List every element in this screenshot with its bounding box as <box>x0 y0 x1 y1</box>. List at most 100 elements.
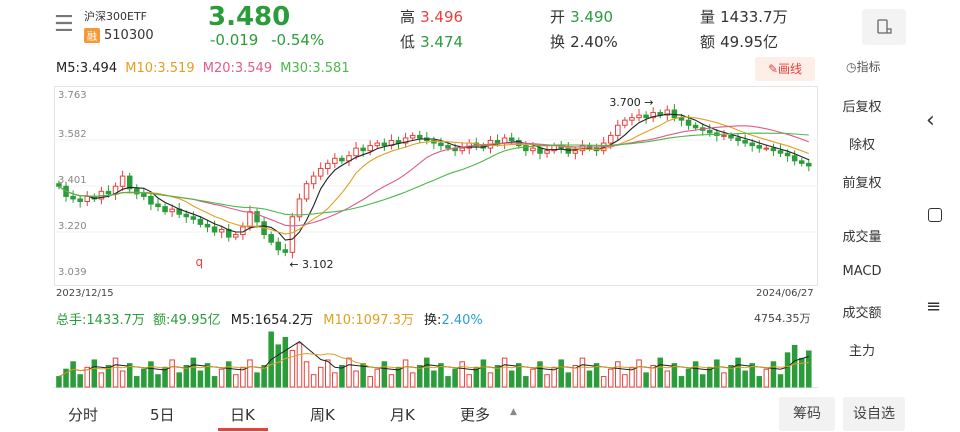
candle-body <box>374 142 381 147</box>
candle-body <box>310 175 317 185</box>
volume-bar <box>636 359 642 388</box>
candle-body <box>763 147 770 150</box>
volume-label: 量 <box>700 8 716 26</box>
volume-bar <box>629 366 635 388</box>
current-price: 3.480 <box>208 2 291 32</box>
side-item-turnover-amount[interactable]: 成交额 <box>842 306 882 321</box>
volume-bar <box>77 374 83 388</box>
candle-body <box>508 137 515 142</box>
kline-chart[interactable]: 3.763 3.582 3.401 3.220 3.039 3.700 → ← 3.102 q <box>54 86 818 286</box>
volume-bar <box>431 370 437 388</box>
candle-body <box>282 249 289 253</box>
candle-body <box>445 145 451 149</box>
candle-body <box>622 119 628 126</box>
candle-body <box>141 193 147 197</box>
volume-total: 总手:1433.7万 <box>56 313 145 328</box>
chips-button[interactable]: 筹码 <box>779 397 835 431</box>
volume-value: 1433.7万 <box>720 8 788 26</box>
candle-body <box>671 109 678 119</box>
chevron-left-icon[interactable]: ‹ <box>926 108 935 133</box>
candle-body <box>650 112 656 119</box>
volume-bar <box>714 359 720 388</box>
volume-bar <box>480 359 487 388</box>
tab-more[interactable]: 更多 <box>460 406 491 424</box>
caret-up-icon[interactable]: ▲ <box>510 407 517 417</box>
volume-bar <box>494 364 501 388</box>
volume-bar <box>240 366 246 388</box>
volume-bar <box>218 368 225 388</box>
menu-lines-icon[interactable]: ≡ <box>926 296 942 317</box>
price-tick-label: 3.220 <box>58 221 87 232</box>
volume-bar <box>537 361 543 388</box>
candle-body <box>233 234 239 238</box>
volume-bar <box>148 361 154 388</box>
candle-body <box>643 114 649 119</box>
tab-daily-k[interactable]: 日K <box>230 406 255 424</box>
tab-weekly-k[interactable]: 周K <box>310 406 335 424</box>
turnover-label: 换 <box>550 33 566 51</box>
volume-bar <box>247 359 253 388</box>
volume-bar <box>339 364 345 388</box>
volume-bar <box>289 349 296 388</box>
side-item-forward-adjusted[interactable]: 前复权 <box>842 176 882 191</box>
volume-max: 4754.35万 <box>754 312 811 325</box>
hamburger-icon[interactable]: ☰ <box>54 12 74 37</box>
date-start: 2023/12/15 <box>56 288 114 299</box>
candle-body <box>275 241 282 251</box>
candle-body <box>494 140 501 144</box>
candle-body <box>218 228 225 233</box>
candle-body <box>459 147 465 152</box>
volume-bar <box>183 364 190 388</box>
volume-bar <box>735 357 741 388</box>
side-item-back-adjusted[interactable]: 后复权 <box>842 100 882 115</box>
volume-bar <box>600 376 607 388</box>
volume-bar <box>381 361 388 388</box>
square-icon[interactable] <box>928 208 942 222</box>
add-watchlist-button[interactable]: 设自选 <box>843 397 905 431</box>
volume-bar <box>707 366 713 388</box>
candle-body <box>105 190 112 195</box>
volume-bar <box>664 370 671 388</box>
volume-amount: 额:49.95亿 <box>153 313 221 328</box>
volume-bar <box>685 368 692 388</box>
side-item-ex-rights[interactable]: 除权 <box>848 138 875 153</box>
side-item-volume[interactable]: 成交量 <box>842 230 882 245</box>
ma20-legend: M20:3.549 <box>202 61 273 76</box>
candle-body <box>204 223 211 228</box>
candle-body <box>749 142 755 147</box>
volume-chart[interactable] <box>54 326 818 388</box>
ma10-legend: M10:3.519 <box>125 61 195 76</box>
turnover-value: 2.40% <box>570 33 618 51</box>
landscape-rotate-icon[interactable] <box>862 9 906 45</box>
candle-body <box>70 195 76 200</box>
candle-body <box>148 195 154 205</box>
ma30-line <box>58 132 809 216</box>
candle-body <box>416 134 423 139</box>
volume-bar <box>424 357 430 388</box>
ma30-legend: M30:3.581 <box>280 61 350 76</box>
volume-bar <box>296 342 303 388</box>
candle-body <box>155 203 161 208</box>
draw-line-button[interactable]: ✎画线 <box>755 57 815 81</box>
volume-bar <box>699 374 706 388</box>
volume-bar <box>607 368 614 388</box>
tab-5day[interactable]: 5日 <box>150 406 175 424</box>
candle-body <box>381 142 388 147</box>
candle-body <box>367 145 373 152</box>
tab-intraday[interactable]: 分时 <box>68 406 99 424</box>
volume-bar <box>791 344 798 388</box>
volume-bar <box>134 376 140 388</box>
volume-bar <box>388 374 395 388</box>
candle-body <box>615 124 621 136</box>
indicator-button[interactable]: ◷指标 <box>846 60 881 74</box>
side-item-macd[interactable]: MACD <box>842 264 882 279</box>
volume-bar <box>756 376 763 388</box>
tab-monthly-k[interactable]: 月K <box>390 406 415 424</box>
margin-badge: 融 <box>84 28 100 43</box>
open-value: 3.490 <box>570 8 614 26</box>
volume-bar <box>155 374 161 388</box>
side-item-main-force[interactable]: 主力 <box>848 344 875 359</box>
candle-body <box>325 162 331 169</box>
annotation-marker: q <box>195 255 203 269</box>
volume-bar <box>643 372 649 388</box>
